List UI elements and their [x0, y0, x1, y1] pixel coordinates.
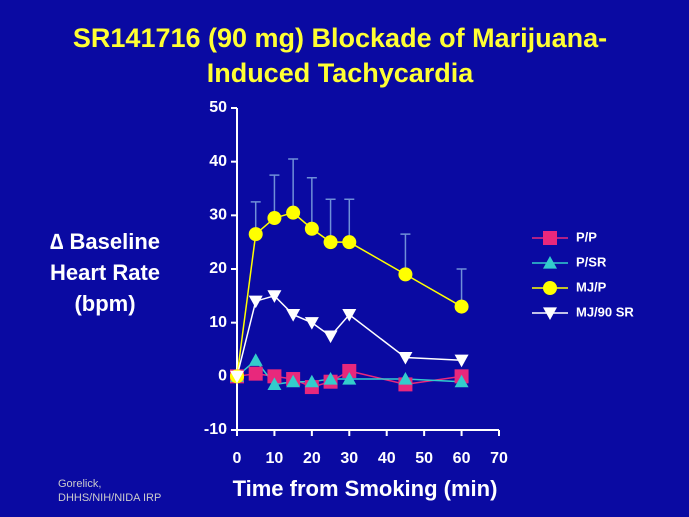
x-tick-label: 50 — [415, 450, 433, 467]
marker — [454, 374, 469, 388]
legend-label: P/SR — [576, 254, 607, 269]
marker — [286, 205, 301, 220]
marker — [304, 317, 319, 330]
error-bar — [269, 174, 280, 219]
marker — [398, 267, 413, 282]
y-axis-label: ∆ Baseline — [50, 229, 160, 254]
marker — [248, 227, 263, 242]
marker — [267, 290, 282, 303]
y-tick-label: 20 — [209, 260, 227, 277]
marker — [248, 353, 263, 366]
marker — [543, 231, 557, 245]
credit: DHHS/NIH/NIDA IRP — [58, 492, 161, 504]
marker — [543, 256, 557, 269]
marker — [323, 372, 338, 385]
marker — [342, 235, 357, 250]
x-tick-label: 20 — [303, 450, 321, 467]
x-tick-label: 70 — [490, 450, 508, 467]
marker — [543, 281, 557, 295]
marker — [323, 330, 338, 344]
y-axis-label: (bpm) — [74, 291, 135, 316]
x-tick-label: 30 — [340, 450, 358, 467]
error-bar — [325, 198, 336, 243]
x-tick-label: 10 — [266, 450, 284, 467]
marker — [398, 372, 413, 385]
marker — [267, 211, 282, 226]
y-tick-label: 50 — [209, 99, 227, 116]
legend-label: P/P — [576, 229, 597, 244]
x-axis-label: Time from Smoking (min) — [233, 476, 498, 501]
error-bar — [288, 158, 299, 213]
y-tick-label: 30 — [209, 207, 227, 224]
marker — [454, 354, 469, 368]
y-tick-label: 40 — [209, 153, 227, 170]
y-axis-label: Heart Rate — [50, 260, 160, 285]
error-bar — [306, 177, 317, 229]
marker — [304, 374, 319, 388]
marker — [342, 309, 357, 322]
credit: Gorelick, — [58, 478, 101, 490]
y-tick-label: -10 — [204, 421, 227, 438]
marker — [543, 307, 557, 320]
marker — [304, 221, 319, 236]
marker — [342, 363, 357, 378]
y-tick-label: 0 — [218, 368, 227, 385]
y-tick-label: 10 — [209, 314, 227, 331]
marker — [248, 366, 263, 381]
marker — [286, 309, 301, 322]
error-bar — [344, 198, 355, 243]
legend-label: MJ/P — [576, 279, 607, 294]
x-tick-label: 0 — [233, 450, 242, 467]
marker — [454, 299, 469, 314]
marker — [230, 370, 244, 384]
x-tick-label: 40 — [378, 450, 396, 467]
marker — [286, 374, 301, 388]
marker — [398, 351, 413, 365]
marker — [267, 377, 282, 390]
legend-label: MJ/90 SR — [576, 304, 634, 319]
marker — [342, 372, 357, 385]
marker — [248, 295, 263, 309]
chart-title: SR141716 (90 mg) Blockade of Marijuana- — [73, 23, 607, 53]
marker — [323, 235, 338, 250]
x-tick-label: 60 — [453, 450, 471, 467]
chart-title: Induced Tachycardia — [207, 58, 475, 88]
marker — [267, 369, 282, 384]
